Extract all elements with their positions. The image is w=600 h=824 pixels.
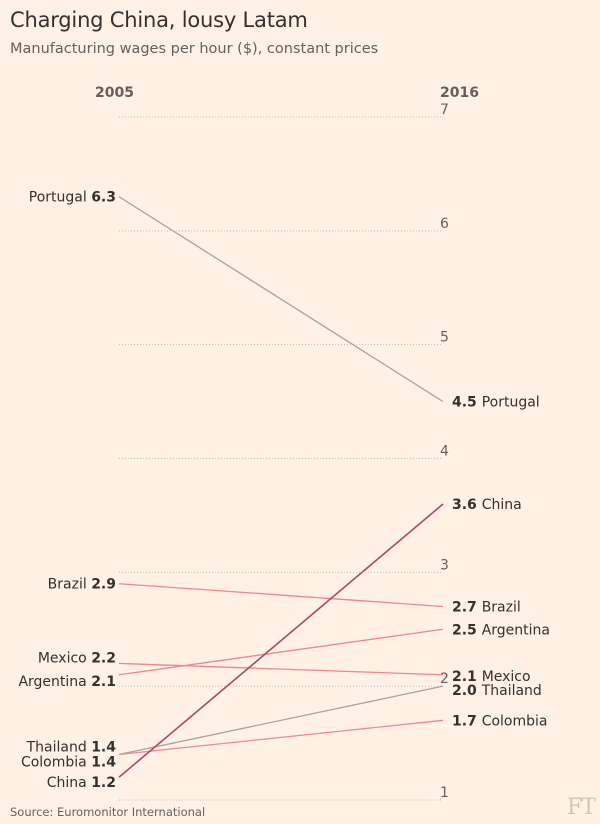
y-tick-label: 5 [440,330,449,346]
label-start-value: 1.4 [91,754,116,770]
label-end-name: Colombia [482,713,548,729]
label-start-brazil: Brazil 2.9 [48,577,116,593]
label-end-name: Portugal [482,395,540,411]
label-end-value: 4.5 [452,395,482,411]
label-start-value: 6.3 [91,190,116,206]
x-label-end: 2016 [440,85,479,101]
label-start-china: China 1.2 [47,775,116,791]
series-line-china [118,503,444,778]
label-end-value: 2.0 [452,683,482,699]
series-labels: Portugal 6.3 4.5 Portugal Brazil 2.9 2.7 Br… [18,190,550,792]
label-start-mexico: Mexico 2.2 [38,650,116,666]
label-end-colombia: 1.7 Colombia [452,713,547,729]
label-start-thailand: Thailand 1.4 [26,739,117,755]
series-line-thailand [118,685,444,756]
label-end-brazil: 2.7 Brazil [452,599,521,615]
label-start-name: Colombia [21,754,91,770]
ft-logo: FT [567,795,596,820]
series-line-colombia [118,719,444,756]
label-end-name: Mexico [482,669,531,685]
label-start-name: Thailand [26,739,92,755]
label-start-name: Brazil [48,577,92,593]
source-note: Source: Euromonitor International [10,805,206,819]
label-end-value: 2.5 [452,622,482,638]
x-label-start: 2005 [95,85,134,101]
label-start-name: China [47,775,91,791]
label-end-mexico: 2.1 Mexico [452,669,531,685]
chart-subtitle: Manufacturing wages per hour ($), consta… [10,41,379,57]
y-tick-label: 6 [440,216,449,232]
label-end-portugal: 4.5 Portugal [452,395,540,411]
label-start-name: Mexico [38,650,91,666]
label-start-name: Portugal [29,190,91,206]
series-line-portugal [118,196,444,403]
label-end-name: China [482,497,522,513]
label-end-name: Thailand [481,683,542,699]
label-start-value: 2.1 [91,674,116,690]
label-end-argentina: 2.5 Argentina [452,622,550,638]
label-start-value: 2.9 [91,577,116,593]
label-end-value: 2.1 [452,669,482,685]
label-start-argentina: Argentina 2.1 [18,674,116,690]
label-end-value: 3.6 [452,497,482,513]
label-start-value: 1.4 [91,739,116,755]
label-end-value: 1.7 [452,713,482,729]
series-lines [118,196,444,778]
series-line-mexico [118,662,444,676]
label-start-portugal: Portugal 6.3 [29,190,116,206]
label-start-value: 1.2 [91,775,116,791]
label-end-name: Brazil [482,599,521,615]
label-start-name: Argentina [18,674,91,690]
y-tick-label: 3 [440,557,449,573]
label-start-colombia: Colombia 1.4 [21,754,116,770]
label-end-name: Argentina [482,622,550,638]
label-end-value: 2.7 [452,599,482,615]
chart-title: Charging China, lousy Latam [10,8,308,32]
gridlines: 1 2 3 4 5 6 7 2005 2016 [95,85,479,801]
series-line-argentina [118,628,444,676]
label-start-value: 2.2 [91,650,116,666]
y-tick-label: 1 [440,785,449,801]
y-tick-label: 2 [440,671,449,687]
series-line-brazil [118,583,444,608]
y-tick-label: 7 [440,102,449,118]
y-tick-label: 4 [440,444,449,460]
label-end-china: 3.6 China [452,497,522,513]
label-end-thailand: 2.0 Thailand [452,683,542,699]
